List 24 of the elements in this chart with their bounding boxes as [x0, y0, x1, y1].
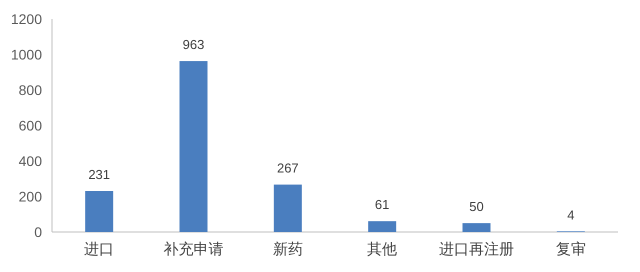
y-tick-label: 600	[18, 118, 42, 134]
data-label: 61	[374, 197, 390, 212]
bar	[85, 190, 114, 232]
x-tick-label: 进口	[84, 241, 114, 258]
x-tick-label: 复审	[556, 241, 586, 258]
x-tick-label: 新药	[272, 241, 303, 258]
x-tick-label: 进口再注册	[439, 241, 514, 258]
bar	[274, 184, 302, 232]
data-label: 963	[182, 37, 204, 52]
bar	[180, 61, 208, 232]
data-label: 4	[567, 207, 574, 222]
y-tick-label: 200	[18, 188, 42, 204]
data-label: 50	[469, 199, 484, 214]
bar	[462, 223, 490, 232]
x-tick-label: 其他	[367, 241, 398, 258]
bar	[368, 221, 396, 232]
y-tick-label: 1200	[10, 11, 42, 27]
data-label: 231	[88, 166, 110, 182]
y-tick-label: 0	[34, 224, 42, 240]
y-tick-label: 400	[18, 153, 42, 169]
x-tick-label: 补充申请	[164, 241, 224, 258]
data-label: 267	[276, 160, 299, 176]
y-tick-label: 1000	[10, 46, 42, 62]
y-tick-label: 800	[18, 82, 42, 98]
